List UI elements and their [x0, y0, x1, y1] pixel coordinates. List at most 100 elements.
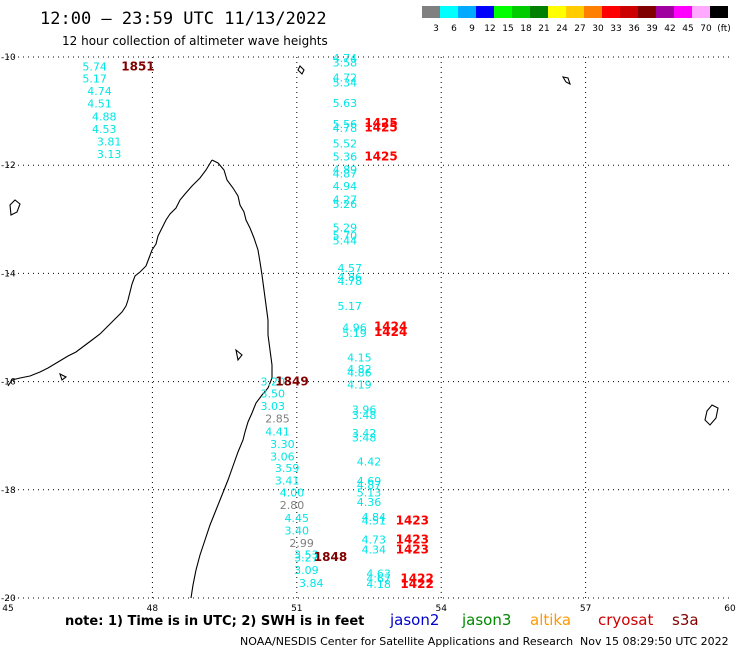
color-scale-swatch — [548, 6, 566, 18]
credit-text: NOAA/NESDIS Center for Satellite Applica… — [240, 635, 573, 648]
wave-height-value: 5.17 — [337, 300, 362, 313]
color-scale-swatch — [674, 6, 692, 18]
page-subtitle: 12 hour collection of altimeter wave hei… — [62, 34, 328, 48]
wave-height-value: 3.09 — [294, 564, 319, 577]
wave-height-value: 4.87 — [357, 479, 382, 492]
wave-height-value: 4.96 — [342, 322, 367, 335]
color-scale-swatch — [692, 6, 710, 18]
longitude-tick-label: 60 — [724, 604, 736, 614]
color-scale-label: 18 — [520, 24, 532, 34]
color-scale-swatch — [566, 6, 584, 18]
color-scale-swatch — [494, 6, 512, 18]
pass-time-label: 1425 — [364, 150, 397, 164]
pass-time-label: 1425 — [364, 120, 397, 134]
pass-time-label: 1422 — [400, 572, 433, 586]
wave-height-value: 3.48 — [352, 409, 377, 422]
color-scale-swatch — [710, 6, 728, 18]
satellite-legend-altika: altika — [530, 611, 571, 629]
wave-height-value: 4.69 — [357, 475, 382, 488]
satellite-legend-s3a: s3a — [672, 611, 699, 629]
wave-height-value: 3.03 — [260, 400, 285, 413]
color-scale-label: 3 — [433, 24, 439, 34]
wave-height-value: 3.81 — [97, 135, 122, 148]
wave-height-value: 5.52 — [333, 138, 358, 151]
pass-time-label: 1848 — [314, 550, 347, 564]
wave-height-value: 2.80 — [280, 499, 305, 512]
color-scale-label: 33 — [610, 24, 621, 34]
wave-height-value: 4.00 — [280, 487, 305, 500]
wave-height-value: 3.30 — [270, 438, 295, 451]
pass-time-label: 1425 — [364, 116, 397, 130]
pass-time-label: 1424 — [374, 325, 407, 339]
wave-height-value: 3.40 — [285, 524, 310, 537]
mauritius-island — [704, 404, 719, 426]
longitude-tick-label: 48 — [147, 604, 159, 614]
wave-height-value: 3.59 — [275, 462, 300, 475]
wave-height-value: 4.74 — [87, 85, 112, 98]
pass-time-label: 1423 — [396, 514, 429, 528]
page-title: 12:00 – 23:59 UTC 11/13/2022 — [40, 9, 327, 29]
wave-height-value: 5.56 — [333, 118, 358, 131]
small-islet — [297, 65, 305, 75]
wave-height-value: 4.45 — [285, 512, 310, 525]
longitude-tick-label: 45 — [2, 604, 13, 614]
wave-height-value: 4.67 — [366, 573, 391, 586]
lat-lon-grid — [8, 56, 730, 599]
wave-height-value: 4.73 — [362, 534, 387, 547]
wave-height-value: 4.87 — [333, 167, 358, 180]
wave-height-value: 4.78 — [337, 275, 362, 288]
small-islet — [561, 76, 571, 86]
color-scale-swatch — [530, 6, 548, 18]
latitude-tick-label: -12 — [1, 161, 16, 171]
small-islet — [235, 348, 243, 362]
wave-height-value: 4.86 — [337, 271, 362, 284]
wave-height-value: 4.72 — [333, 72, 358, 85]
color-scale-swatch — [620, 6, 638, 18]
color-scale-swatch — [476, 6, 494, 18]
wave-height-value: 3.42 — [352, 427, 377, 440]
wave-height-value: 4.86 — [347, 366, 372, 379]
wave-height-value: 4.15 — [347, 351, 372, 364]
color-scale-swatch — [440, 6, 458, 18]
color-scale-swatch — [638, 6, 656, 18]
color-scale-label: 6 — [451, 24, 457, 34]
latitude-tick-label: -10 — [1, 53, 16, 63]
wave-height-value: 5.36 — [333, 151, 358, 164]
pass-time-label: 1851 — [121, 60, 154, 74]
wave-height-value: 5.74 — [82, 61, 107, 74]
wave-height-value: 2.85 — [265, 412, 290, 425]
pass-time-label: 1422 — [400, 577, 433, 591]
wave-height-value: 4.89 — [333, 164, 358, 177]
color-scale-swatch — [422, 6, 440, 18]
wave-height-value: 2.99 — [289, 537, 314, 550]
madagascar-west-coastline — [7, 159, 213, 387]
latitude-tick-label: -14 — [1, 269, 16, 279]
color-scale-label: 42 — [664, 24, 675, 34]
wave-height-value: 5.26 — [333, 198, 358, 211]
longitude-tick-label: 54 — [435, 604, 447, 614]
satellite-legend-jason2: jason2 — [389, 611, 439, 629]
pass-time-labels: 1851184918481425142514251424142414231423… — [121, 60, 434, 591]
wave-height-value: 4.88 — [92, 111, 117, 124]
pass-time-label: 1849 — [275, 375, 308, 389]
wave-height-value: 4.94 — [333, 180, 358, 193]
wave-height-value: 3.50 — [260, 388, 285, 401]
color-scale-label: 27 — [574, 24, 585, 34]
wave-height-value: 4.18 — [366, 578, 391, 591]
satellite-legend: jason2 jason3 altika cryosat s3a — [389, 611, 699, 629]
wave-height-value: 4.19 — [347, 378, 372, 391]
color-scale-label: (ft) — [717, 24, 731, 34]
color-scale-label: 21 — [538, 24, 549, 34]
wave-height-value: 4.34 — [362, 543, 387, 556]
units-note: note: 1) Time is in UTC; 2) SWH is in fe… — [65, 614, 364, 629]
color-scale-swatch — [584, 6, 602, 18]
pass-time-label: 1424 — [374, 319, 407, 333]
wave-height-value: 3.84 — [299, 577, 324, 590]
wave-height-value: 5.70 — [333, 230, 358, 243]
color-scale-label: 39 — [646, 24, 658, 34]
latitude-tick-label: -16 — [1, 378, 16, 388]
madagascar-coastline — [190, 159, 273, 599]
wave-height-value: 5.17 — [82, 73, 107, 86]
satellite-legend-jason3: jason3 — [461, 611, 511, 629]
